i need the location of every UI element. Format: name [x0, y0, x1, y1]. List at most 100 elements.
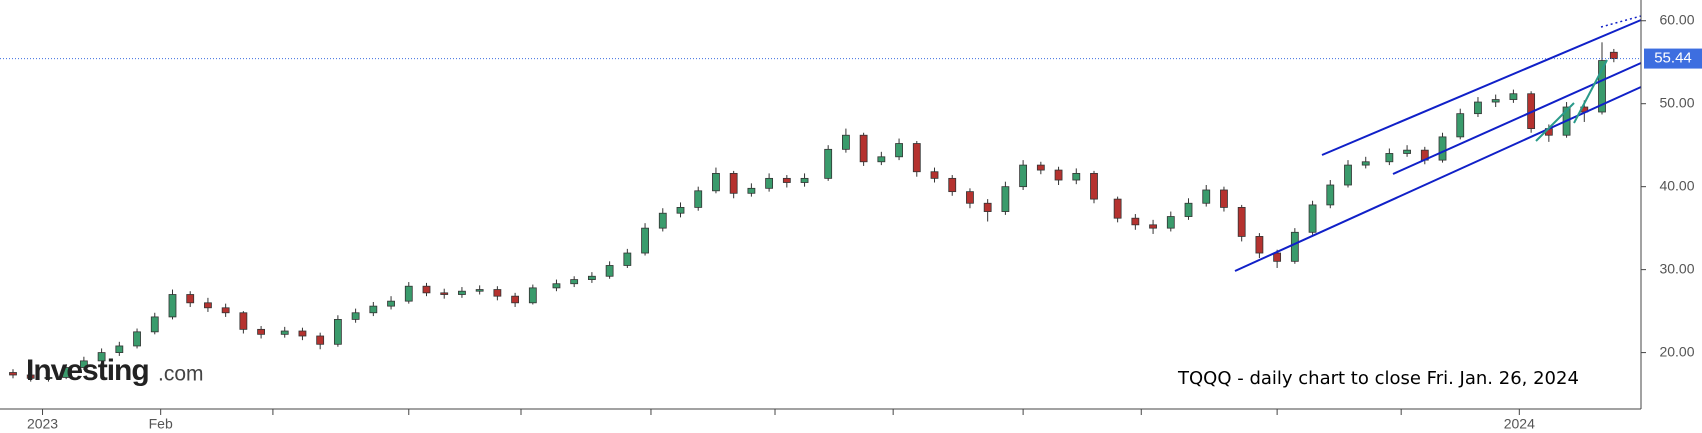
- candle-body: [1149, 224, 1157, 229]
- candle-body: [641, 227, 649, 254]
- y-tick-label: 50.00: [1659, 94, 1694, 110]
- candle-body: [800, 177, 809, 183]
- candle-body: [387, 300, 395, 307]
- trend-line: [1234, 86, 1642, 272]
- candle-body: [1474, 101, 1482, 115]
- candle-body: [369, 305, 378, 314]
- candle-body: [1290, 231, 1299, 262]
- candle-body: [824, 148, 833, 179]
- candle-body: [1609, 51, 1618, 59]
- candle-body: [1072, 172, 1081, 181]
- candle-body: [983, 202, 992, 212]
- candle-body: [458, 290, 466, 295]
- candle-body: [842, 134, 850, 150]
- candle-body: [257, 328, 265, 335]
- candle-body: [605, 265, 614, 277]
- candle-body: [1456, 113, 1465, 138]
- candle-body: [422, 285, 431, 294]
- candle-body: [747, 187, 756, 194]
- candle-body: [333, 319, 342, 345]
- candle-body: [658, 212, 667, 229]
- candle-body: [1019, 164, 1028, 188]
- candle-body: [1509, 93, 1518, 100]
- candle-body: [115, 345, 124, 353]
- watermark-brand: Investing: [26, 354, 149, 387]
- x-tick-label: 2023: [27, 416, 58, 432]
- candle-body: [1202, 189, 1211, 204]
- candle-body: [168, 294, 177, 318]
- trend-line: [1392, 62, 1642, 175]
- candle-body: [859, 134, 868, 163]
- candle-body: [1308, 204, 1317, 233]
- wedge-line: [1573, 59, 1608, 124]
- candle-body: [204, 302, 212, 309]
- candle-body: [1220, 189, 1228, 208]
- candle-body: [9, 372, 17, 376]
- candle-body: [150, 316, 159, 333]
- candle-body: [1001, 186, 1010, 212]
- candle-body: [1054, 169, 1063, 181]
- wedge-lines: [1535, 59, 1608, 142]
- candle-body: [895, 143, 903, 158]
- candle-body: [351, 312, 360, 320]
- candle-body: [186, 294, 195, 304]
- candle-body: [1344, 164, 1352, 186]
- candle-body: [1166, 216, 1175, 229]
- candle-body: [694, 190, 703, 208]
- candle-body: [79, 360, 88, 368]
- candle-body: [1237, 207, 1246, 237]
- candle-body: [966, 191, 974, 204]
- y-tick-label: 30.00: [1659, 260, 1694, 276]
- candle-body: [1255, 236, 1264, 254]
- candle-body: [511, 295, 520, 304]
- candle-body: [239, 312, 248, 330]
- candle-body: [404, 285, 413, 302]
- candle-body: [877, 156, 886, 163]
- candle-body: [1131, 217, 1140, 226]
- candle-body: [712, 172, 720, 192]
- candle-body: [1184, 202, 1193, 217]
- trend-line: [1321, 19, 1642, 156]
- candle-body: [1385, 153, 1394, 163]
- trend-lines: [1234, 15, 1642, 272]
- candle-body: [133, 331, 141, 347]
- candle-body: [1273, 252, 1282, 262]
- y-tick-label: 40.00: [1659, 177, 1694, 193]
- candle-body: [552, 283, 561, 289]
- candle-body: [1438, 136, 1447, 161]
- candle-body: [1598, 60, 1606, 113]
- candle-body: [676, 207, 685, 214]
- candle-body: [1090, 172, 1098, 200]
- x-tick-label: 2024: [1504, 416, 1535, 432]
- candle-body: [1491, 99, 1500, 103]
- candle-body: [62, 367, 71, 378]
- candle-body: [1403, 149, 1411, 154]
- watermark-suffix: .com: [158, 363, 204, 386]
- y-tick-label: 20.00: [1659, 343, 1694, 359]
- candle-body: [912, 143, 921, 173]
- candle-body: [782, 177, 791, 183]
- candle-body: [623, 252, 632, 266]
- last-price-tag: [1644, 48, 1702, 69]
- candle-body: [570, 279, 579, 285]
- plot-area: [0, 42, 1641, 382]
- trend-line-dotted: [1600, 15, 1642, 28]
- candle-body: [493, 289, 502, 297]
- annotation: TQQQ - daily chart to close Fri. Jan. 26…: [1177, 368, 1579, 389]
- candle-body: [729, 172, 738, 194]
- y-tick-label: 60.00: [1659, 11, 1694, 27]
- candle-body: [26, 374, 35, 379]
- candle-body: [948, 177, 957, 193]
- candle-body: [1326, 184, 1335, 206]
- last-price-label: 55.44: [1654, 50, 1692, 67]
- candle-body: [930, 171, 939, 179]
- candle-body: [298, 330, 307, 337]
- candle-body: [440, 292, 449, 295]
- candle-body: [44, 377, 53, 379]
- candle-body: [528, 287, 537, 304]
- axes: 20.00 30.00 40.00 50.00 60.00 2023 Feb 2024 55.4…: [27, 11, 1702, 432]
- wedge-line: [1535, 102, 1575, 142]
- candle-body: [221, 307, 230, 314]
